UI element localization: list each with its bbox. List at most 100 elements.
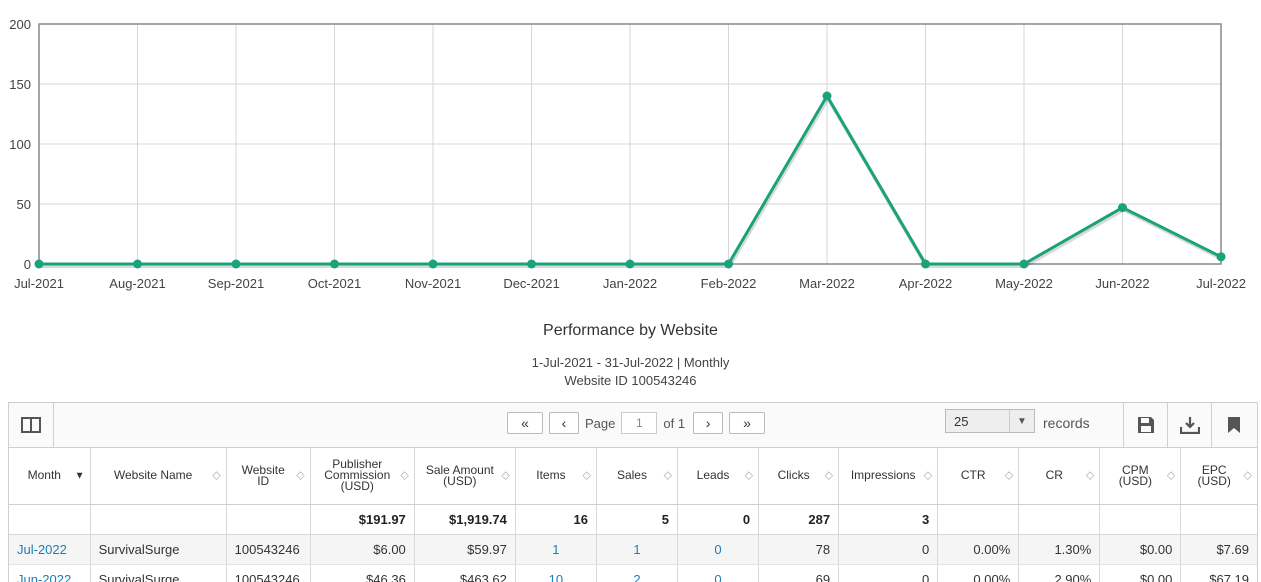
bookmark-icon — [1228, 417, 1240, 433]
pagination: « ‹ Page of 1 › » — [507, 412, 771, 434]
report-table-panel: « ‹ Page of 1 › » 25 ▼ records — [8, 402, 1258, 582]
table-cell: $463.62 — [414, 564, 516, 582]
table-cell-link[interactable]: 0 — [677, 564, 760, 582]
table-cell: 69 — [758, 564, 840, 582]
sort-icon: ◇ — [1243, 469, 1252, 482]
column-header[interactable]: Clicks ◇ — [758, 448, 840, 505]
sort-icon: ◇ — [400, 469, 409, 482]
totals-cell: $1,919.74 — [414, 504, 516, 535]
table-cell-link[interactable]: 2 — [596, 564, 679, 582]
column-header[interactable]: Website ID ◇ — [226, 448, 311, 505]
column-header[interactable]: CTR ◇ — [937, 448, 1020, 505]
x-tick-label: Mar-2022 — [799, 276, 855, 291]
data-point — [1019, 259, 1029, 269]
y-tick-label: 150 — [9, 77, 31, 92]
column-header[interactable]: EPC (USD) ◇ — [1180, 448, 1257, 505]
column-header-label: Commission — [324, 468, 391, 483]
table-cell: $0.00 — [1099, 534, 1182, 565]
records-label: records — [1043, 415, 1090, 431]
save-button[interactable] — [1123, 403, 1168, 447]
column-header-label: CR — [1045, 468, 1063, 483]
column-header-label: Items — [536, 468, 566, 483]
prev-page-button[interactable]: ‹ — [549, 412, 579, 434]
table-cell: 0 — [838, 564, 939, 582]
columns-button[interactable] — [9, 403, 54, 447]
data-point — [822, 91, 832, 101]
x-tick-label: Jul-2021 — [14, 276, 64, 291]
download-button[interactable] — [1167, 403, 1212, 447]
table-cell-link[interactable]: Jun-2022 — [9, 564, 91, 582]
column-header-label: Clicks — [777, 468, 810, 483]
table-cell: $59.97 — [414, 534, 516, 565]
table-cell-link[interactable]: 10 — [515, 564, 597, 582]
table-cell: $7.69 — [1180, 534, 1257, 565]
line-chart: 0 50 100 150 200 Jul-2021 Aug-2021 Sep-2021 Oct-… — [9, 17, 1246, 291]
data-point — [724, 259, 733, 269]
column-header[interactable]: Impressions ◇ — [838, 448, 939, 505]
table-cell: 100543246 — [226, 534, 311, 565]
totals-cell — [90, 504, 227, 535]
records-per-page-select[interactable]: 25 ▼ — [945, 409, 1035, 433]
page-input[interactable] — [621, 412, 658, 434]
totals-cell — [1018, 504, 1101, 535]
column-header-label: (USD) — [1197, 473, 1231, 488]
table-cell: 0 — [838, 534, 939, 565]
y-tick-label: 100 — [9, 137, 31, 152]
sort-icon: ◇ — [663, 469, 672, 482]
y-tick-label: 200 — [9, 17, 31, 32]
data-point — [921, 259, 930, 269]
column-header[interactable]: Website Name ◇ — [90, 448, 227, 505]
column-header[interactable]: Month ▼ — [9, 448, 91, 505]
column-header-label: Month — [27, 468, 61, 483]
data-point — [1216, 252, 1226, 262]
column-header-label: Website — [241, 462, 285, 477]
bookmark-button[interactable] — [1211, 403, 1256, 447]
column-header[interactable]: Sales ◇ — [596, 448, 679, 505]
table-cell-link[interactable]: 1 — [596, 534, 679, 565]
x-tick-label: Jun-2022 — [1095, 276, 1149, 291]
column-header-label: ID — [257, 473, 270, 488]
data-point — [34, 259, 44, 269]
date-range-text: 1-Jul-2021 - 31-Jul-2022 | Monthly — [531, 355, 730, 370]
table-cell: $0.00 — [1099, 564, 1182, 582]
sort-desc-icon: ▼ — [74, 470, 85, 482]
x-tick-label: Feb-2022 — [701, 276, 757, 291]
table-cell: SurvivalSurge — [90, 564, 227, 582]
sort-icon: ◇ — [582, 469, 591, 482]
column-header[interactable]: Leads ◇ — [677, 448, 760, 505]
totals-cell: 5 — [596, 504, 679, 535]
data-point — [527, 259, 536, 269]
report-table: Month ▼ Website Name ◇ Website ID ◇ Publisher Co… — [9, 448, 1257, 582]
data-point — [1118, 203, 1127, 213]
table-cell: 0.00% — [937, 534, 1020, 565]
table-cell-link[interactable]: 1 — [515, 534, 597, 565]
table-cell: $46.36 — [310, 564, 415, 582]
column-header[interactable]: Sale Amount (USD) ◇ — [414, 448, 516, 505]
totals-cell — [1099, 504, 1182, 535]
website-id-text: Website ID 100543246 — [564, 373, 697, 388]
column-header[interactable]: Items ◇ — [515, 448, 597, 505]
table-cell-link[interactable]: Jul-2022 — [9, 534, 91, 565]
column-header[interactable]: Publisher Commission (USD) ◇ — [310, 448, 415, 505]
sort-icon: ◇ — [1085, 469, 1095, 482]
column-header-label: Leads — [696, 468, 730, 483]
first-page-button[interactable]: « — [507, 412, 543, 434]
y-tick-label: 50 — [17, 197, 31, 212]
of-label: of — [663, 415, 675, 431]
x-tick-label: Nov-2021 — [405, 276, 461, 291]
last-page-button[interactable]: » — [729, 412, 766, 434]
table-cell: 2.90% — [1018, 564, 1101, 582]
sort-icon: ◇ — [296, 469, 305, 482]
sort-icon: ◇ — [744, 469, 754, 482]
table-header-row: Month ▼ Website Name ◇ Website ID ◇ Publisher Co… — [9, 448, 1257, 505]
y-tick-label: 0 — [24, 257, 31, 272]
column-header-label: Sales — [616, 468, 647, 483]
table-cell-link[interactable]: 0 — [677, 534, 760, 565]
columns-icon — [21, 417, 41, 433]
totals-cell — [1180, 504, 1257, 535]
table-cell: $67.19 — [1180, 564, 1257, 582]
x-tick-label: Jul-2022 — [1196, 276, 1246, 291]
column-header[interactable]: CPM (USD) ◇ — [1099, 448, 1182, 505]
column-header[interactable]: CR ◇ — [1018, 448, 1101, 505]
next-page-button[interactable]: › — [693, 412, 724, 434]
